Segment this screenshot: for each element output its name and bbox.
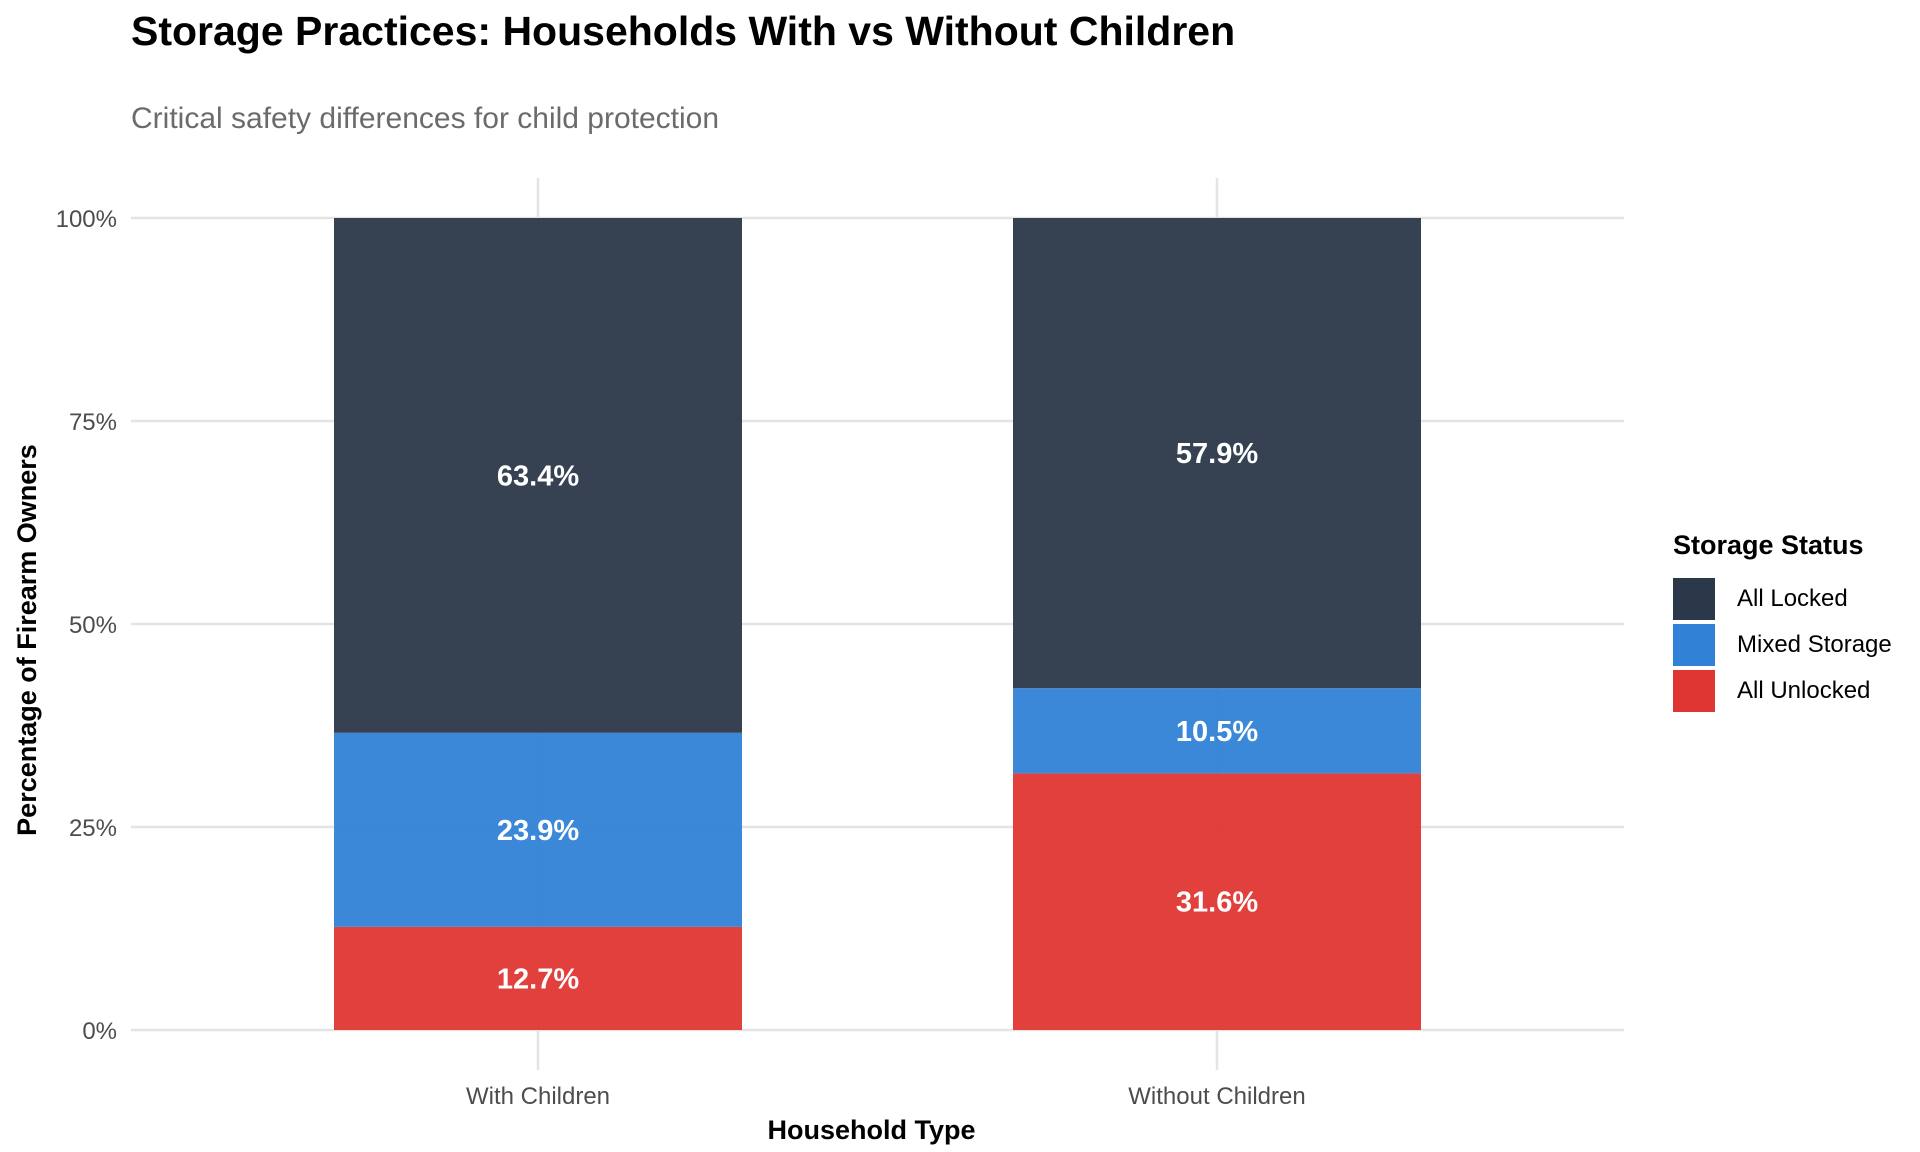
x-tick-label: Without Children: [1128, 1083, 1305, 1110]
data-label: 10.5%: [1176, 716, 1258, 748]
chart-title: Storage Practices: Households With vs Wi…: [131, 8, 1236, 54]
legend-title: Storage Status: [1673, 530, 1864, 560]
y-tick-label: 25%: [69, 815, 117, 842]
data-label: 63.4%: [497, 460, 579, 492]
y-tick-label: 75%: [69, 409, 117, 436]
bar-mixed-storage-with-children: [334, 732, 742, 927]
data-label: 57.9%: [1176, 438, 1258, 470]
bar-mixed-storage-without-children: [1013, 688, 1421, 774]
data-label: 23.9%: [497, 815, 579, 847]
x-axis-title: Household Type: [767, 1115, 975, 1145]
x-tick-label: With Children: [466, 1083, 610, 1110]
y-axis-title: Percentage of Firearm Owners: [12, 444, 42, 836]
bar-all-locked-without-children: [1013, 218, 1421, 689]
legend-item-all-locked: All Locked: [1673, 577, 1892, 621]
legend-label-all-unlocked: All Unlocked: [1737, 677, 1871, 704]
data-label: 31.6%: [1176, 887, 1258, 919]
data-label: 12.7%: [497, 963, 579, 995]
y-tick-label: 100%: [56, 206, 117, 233]
legend: Storage Status All Locked Mixed Storage …: [1673, 530, 1892, 715]
legend-label-all-locked: All Locked: [1737, 585, 1848, 612]
bar-all-unlocked-without-children: [1013, 773, 1421, 1030]
legend-item-all-unlocked: All Unlocked: [1673, 669, 1892, 713]
bar-all-locked-with-children: [334, 218, 742, 733]
chart-subtitle: Critical safety differences for child pr…: [131, 102, 720, 135]
legend-swatch-all-unlocked: [1673, 670, 1715, 712]
legend-swatch-all-locked: [1673, 578, 1715, 620]
legend-item-mixed-storage: Mixed Storage: [1673, 623, 1892, 667]
legend-swatch-mixed-storage: [1673, 624, 1715, 666]
y-tick-label: 0%: [82, 1018, 117, 1045]
bar-all-unlocked-with-children: [334, 926, 742, 1030]
y-tick-label: 50%: [69, 612, 117, 639]
legend-label-mixed-storage: Mixed Storage: [1737, 631, 1892, 658]
